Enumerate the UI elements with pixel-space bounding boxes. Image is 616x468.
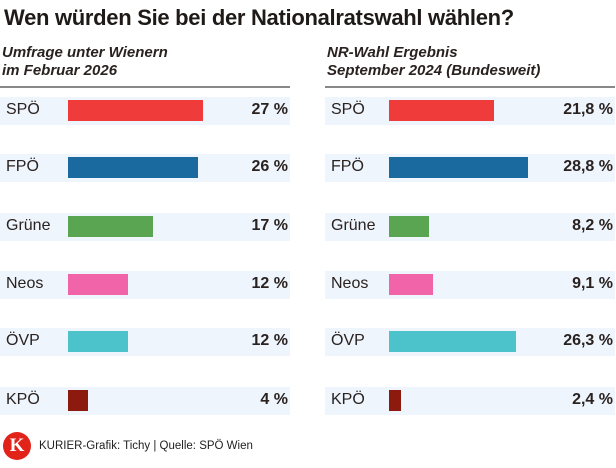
value-label: 4 % [260, 391, 288, 408]
category-label: ÖVP [331, 332, 365, 349]
value-label: 2,4 % [572, 391, 613, 408]
bar-row: Grüne 8,2 % [325, 213, 615, 241]
bar [389, 390, 401, 411]
value-label: 28,8 % [563, 158, 613, 175]
bar-row: KPÖ 2,4 % [325, 387, 615, 415]
bar [389, 331, 516, 352]
category-label: FPÖ [331, 158, 364, 175]
category-label: ÖVP [6, 332, 40, 349]
subtitle-line: NR-Wahl Ergebnis [327, 44, 458, 61]
value-label: 12 % [251, 332, 288, 349]
bar-row: ÖVP 26,3 % [325, 328, 615, 356]
category-label: Neos [6, 275, 44, 292]
panel-subtitle: NR-Wahl Ergebnis September 2024 (Bundesw… [325, 44, 615, 88]
category-label: SPÖ [331, 101, 365, 118]
bar [68, 274, 128, 295]
category-label: SPÖ [6, 101, 40, 118]
source-credit: KURIER-Grafik: Tichy | Quelle: SPÖ Wien [39, 440, 253, 452]
bar [68, 100, 203, 121]
category-label: Grüne [6, 217, 51, 234]
bar [68, 390, 88, 411]
subtitle-line: September 2024 (Bundesweit) [327, 62, 541, 79]
bar-row: KPÖ 4 % [0, 387, 290, 415]
value-label: 12 % [251, 275, 288, 292]
value-label: 9,1 % [572, 275, 613, 292]
bar-row: Grüne 17 % [0, 213, 290, 241]
bar-row: ÖVP 12 % [0, 328, 290, 356]
category-label: FPÖ [6, 158, 39, 175]
bar [389, 274, 433, 295]
bar [68, 157, 198, 178]
value-label: 8,2 % [572, 217, 613, 234]
bar [389, 100, 495, 121]
category-label: KPÖ [6, 391, 40, 408]
category-label: Grüne [331, 217, 376, 234]
value-label: 26 % [251, 158, 288, 175]
panel-election: NR-Wahl Ergebnis September 2024 (Bundesw… [325, 44, 615, 424]
value-label: 21,8 % [563, 101, 613, 118]
bar-row: FPÖ 26 % [0, 154, 290, 182]
bar-row: SPÖ 21,8 % [325, 97, 615, 125]
bar-row: Neos 12 % [0, 271, 290, 299]
kurier-logo: K [3, 432, 31, 460]
bar [389, 216, 429, 237]
value-label: 27 % [251, 101, 288, 118]
category-label: KPÖ [331, 391, 365, 408]
bar [68, 216, 153, 237]
panel-survey: Umfrage unter Wienern im Februar 2026 SP… [0, 44, 290, 424]
panel-subtitle: Umfrage unter Wienern im Februar 2026 [0, 44, 290, 88]
bar-row: SPÖ 27 % [0, 97, 290, 125]
subtitle-line: Umfrage unter Wienern [2, 44, 168, 61]
category-label: Neos [331, 275, 369, 292]
bar-row: FPÖ 28,8 % [325, 154, 615, 182]
bar [389, 157, 528, 178]
bar-row: Neos 9,1 % [325, 271, 615, 299]
value-label: 17 % [251, 217, 288, 234]
chart-title: Wen würden Sie bei der Nationalratswahl … [4, 5, 514, 30]
value-label: 26,3 % [563, 332, 613, 349]
subtitle-line: im Februar 2026 [2, 62, 118, 79]
footer: K KURIER-Grafik: Tichy | Quelle: SPÖ Wie… [3, 432, 253, 460]
bar [68, 331, 128, 352]
